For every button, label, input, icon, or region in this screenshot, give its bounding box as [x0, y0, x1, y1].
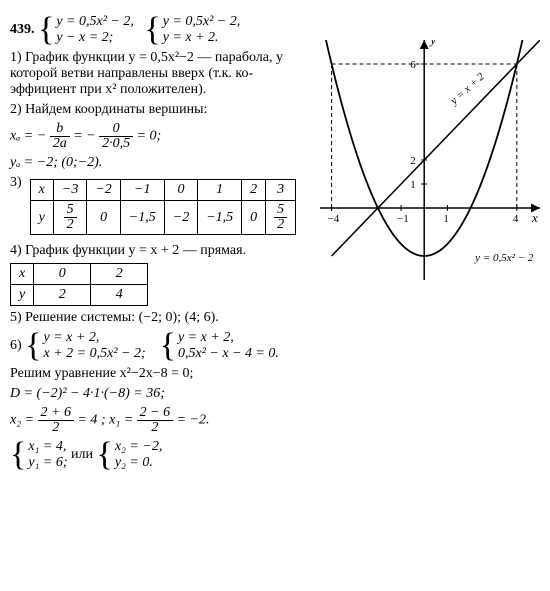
values-table-1: x−3−2−10123y520−1,5−2−1,5052	[30, 179, 296, 235]
svg-text:−4: −4	[328, 213, 340, 225]
formula-part: = 0;	[137, 129, 162, 144]
brace-icon: {	[25, 332, 41, 360]
fraction: 2 + 62	[38, 406, 74, 435]
problem-number: 439.	[10, 22, 35, 37]
solve-line-1: Решим уравнение x²−2x−8 = 0;	[10, 366, 540, 382]
fraction: 2 − 62	[137, 406, 173, 435]
svg-text:−1: −1	[397, 213, 409, 225]
formula-part: = −2.	[177, 413, 210, 428]
formula-part: xₐ = −	[10, 129, 46, 144]
system-6a: y = x + 2, x + 2 = 0,5x² − 2;	[44, 330, 146, 362]
solve-line-2: D = (−2)² − 4·1·(−8) = 36;	[10, 386, 540, 402]
step-3-label: 3)	[10, 175, 22, 191]
values-table-2: x02y24	[10, 263, 148, 306]
system-1: y = 0,5x² − 2, y − x = 2;	[56, 14, 134, 46]
svg-text:1: 1	[443, 213, 449, 225]
separator: ;	[101, 413, 109, 428]
formula-part: = 4	[77, 413, 97, 428]
step-6-label: 6)	[10, 338, 22, 353]
svg-text:y = 0,5x² − 2: y = 0,5x² − 2	[474, 252, 534, 264]
final-systems: { x₁ = 4, y₁ = 6; или { x₂ = −2, y₂ = 0.	[10, 439, 540, 471]
svg-text:4: 4	[513, 213, 519, 225]
brace-icon: {	[97, 441, 113, 469]
formula-part: = −	[73, 129, 95, 144]
graph-panel: x y −4 −1 1 4 1 2 6 y = 0,5x² − 2 y = x + 2	[320, 40, 540, 285]
step-5-text: 5) Решение системы: (−2; 0); (4; 6).	[10, 310, 540, 326]
final-sys-2: x₂ = −2, y₂ = 0.	[115, 439, 162, 471]
fraction: 02·0,5	[99, 122, 133, 151]
or-word: или	[71, 447, 96, 462]
svg-text:1: 1	[410, 179, 416, 191]
brace-icon: {	[144, 16, 160, 44]
step-6-row: 6) { y = x + 2, x + 2 = 0,5x² − 2; { y =…	[10, 330, 540, 362]
system-2: y = 0,5x² − 2, y = x + 2.	[163, 14, 241, 46]
graph-svg: x y −4 −1 1 4 1 2 6 y = 0,5x² − 2 y = x + 2	[320, 40, 540, 280]
svg-text:x: x	[531, 210, 538, 225]
svg-text:2: 2	[410, 155, 416, 167]
system-6b: y = x + 2, 0,5x² − x − 4 = 0.	[178, 330, 279, 362]
roots-line: x₂ = 2 + 62 = 4 ; x₁ = 2 − 62 = −2.	[10, 406, 540, 435]
svg-text:y = x + 2: y = x + 2	[448, 70, 488, 107]
svg-text:6: 6	[410, 59, 416, 71]
step-3-row: 3) x−3−2−10123y520−1,5−2−1,5052	[10, 175, 312, 239]
brace-icon: {	[38, 16, 54, 44]
final-sys-1: x₁ = 4, y₁ = 6;	[28, 439, 67, 471]
brace-icon: {	[10, 441, 26, 469]
formula-part: x₂ =	[10, 413, 38, 428]
svg-text:y: y	[428, 40, 436, 47]
fraction: b2a	[50, 122, 70, 151]
formula-part: x₁ =	[109, 413, 137, 428]
brace-icon: {	[160, 332, 176, 360]
